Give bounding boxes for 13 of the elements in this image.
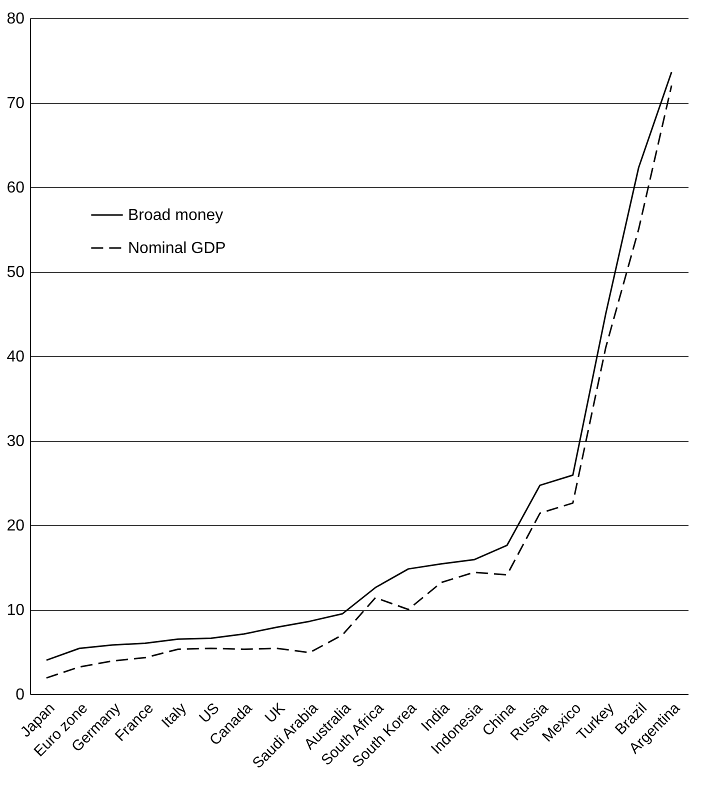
x-tick-label: UK xyxy=(262,700,289,727)
legend-label: Nominal GDP xyxy=(128,240,226,257)
x-tick-label: Italy xyxy=(158,699,190,732)
y-tick-label: 60 xyxy=(6,180,25,196)
y-tick-label: 70 xyxy=(6,95,25,112)
y-tick-label: 30 xyxy=(6,433,25,450)
y-tick-label: 0 xyxy=(16,686,25,704)
y-tick-label: 50 xyxy=(6,264,25,281)
y-tick-label: 20 xyxy=(6,518,25,534)
legend-label: Broad money xyxy=(128,207,224,224)
y-tick-label: 10 xyxy=(6,602,25,619)
y-tick-label: 40 xyxy=(6,348,25,366)
y-tick-label: 80 xyxy=(6,10,25,28)
